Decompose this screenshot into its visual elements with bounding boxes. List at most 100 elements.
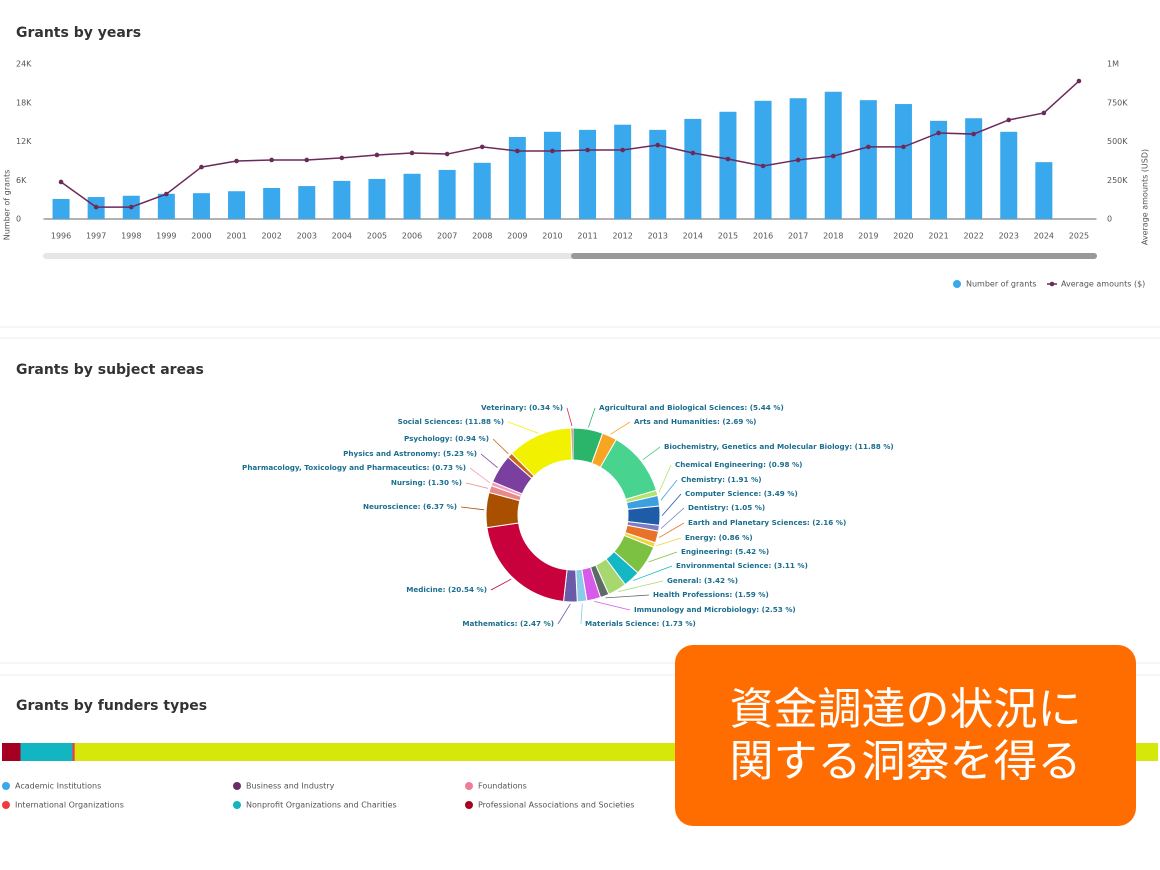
y-tick-label: 6K bbox=[16, 176, 27, 185]
leader-line bbox=[580, 603, 583, 625]
point bbox=[655, 142, 661, 148]
y-tick-label: 18K bbox=[16, 98, 32, 107]
x-tick-label: 2015 bbox=[718, 232, 738, 241]
leader-line bbox=[605, 594, 650, 599]
bar bbox=[438, 169, 456, 219]
y2-tick-label: 750K bbox=[1107, 98, 1128, 107]
legend-swatch bbox=[2, 782, 10, 790]
bar bbox=[684, 118, 702, 219]
scrollbar-thumb[interactable] bbox=[571, 253, 1097, 259]
x-tick-label: 2017 bbox=[788, 232, 808, 241]
point bbox=[1076, 78, 1082, 84]
section-title: Grants by funders types bbox=[16, 698, 207, 714]
bar-segment bbox=[72, 743, 75, 761]
point bbox=[901, 144, 906, 150]
legend-label: Business and Industry bbox=[246, 782, 335, 791]
slice-label: Biochemistry, Genetics and Molecular Bio… bbox=[664, 442, 894, 451]
point bbox=[1006, 117, 1012, 123]
legend-swatch bbox=[1049, 281, 1055, 287]
y2-axis-title: Average amounts (USD) bbox=[1141, 149, 1150, 245]
y-axis-title: Number of grants bbox=[3, 170, 12, 241]
bar bbox=[859, 100, 877, 219]
point bbox=[374, 152, 380, 158]
point bbox=[58, 179, 64, 185]
slice-label: General: (3.42 %) bbox=[667, 576, 738, 585]
leader-line bbox=[480, 453, 498, 469]
y2-tick-label: 1M bbox=[1107, 60, 1119, 69]
point bbox=[93, 204, 99, 210]
leader-line bbox=[557, 603, 571, 625]
leader-line bbox=[660, 479, 678, 501]
leader-line bbox=[507, 421, 539, 434]
legend-swatch bbox=[233, 801, 241, 809]
bar bbox=[228, 191, 246, 219]
x-tick-label: 2003 bbox=[297, 232, 317, 241]
y2-tick-label: 250K bbox=[1107, 176, 1128, 185]
leader-line bbox=[610, 421, 631, 435]
leader-line bbox=[656, 537, 682, 547]
x-tick-label: 2002 bbox=[261, 232, 281, 241]
slice-label: Energy: (0.86 %) bbox=[685, 533, 753, 542]
bar-segment bbox=[2, 743, 21, 761]
y-tick-label: 24K bbox=[16, 60, 32, 69]
bar bbox=[192, 193, 210, 219]
x-tick-label: 2021 bbox=[928, 232, 948, 241]
x-tick-label: 1999 bbox=[156, 232, 176, 241]
bar bbox=[473, 162, 491, 219]
slice-label: Social Sciences: (11.88 %) bbox=[398, 417, 504, 426]
bar bbox=[263, 188, 281, 219]
y2-tick-label: 0 bbox=[1107, 215, 1112, 224]
y-tick-label: 0 bbox=[16, 215, 21, 224]
slice-label: Agricultural and Biological Sciences: (5… bbox=[599, 403, 784, 412]
bar bbox=[543, 131, 561, 219]
point bbox=[795, 157, 801, 163]
point bbox=[234, 158, 239, 164]
point bbox=[760, 163, 766, 169]
x-tick-label: 2019 bbox=[858, 232, 878, 241]
section-title: Grants by subject areas bbox=[16, 362, 204, 378]
slice-label: Physics and Astronomy: (5.23 %) bbox=[343, 449, 477, 458]
point bbox=[585, 147, 590, 153]
leader-line bbox=[648, 551, 678, 563]
x-tick-label: 2008 bbox=[472, 232, 492, 241]
point bbox=[866, 144, 871, 150]
x-tick-label: 2018 bbox=[823, 232, 843, 241]
slice-label: Veterinary: (0.34 %) bbox=[481, 403, 563, 412]
leader-line bbox=[492, 438, 509, 455]
point bbox=[620, 147, 625, 153]
x-tick-label: 2004 bbox=[332, 232, 352, 241]
bar bbox=[333, 180, 351, 219]
y-tick-label: 12K bbox=[16, 137, 32, 146]
point bbox=[409, 150, 415, 156]
bar bbox=[1000, 131, 1018, 219]
legend-label: Academic Institutions bbox=[15, 782, 101, 791]
bar bbox=[52, 198, 70, 219]
slice-label: Computer Science: (3.49 %) bbox=[685, 489, 798, 498]
x-tick-label: 2024 bbox=[1034, 232, 1054, 241]
point bbox=[830, 153, 836, 159]
leader-line bbox=[490, 578, 512, 591]
x-tick-label: 1997 bbox=[86, 232, 106, 241]
x-tick-label: 2014 bbox=[683, 232, 703, 241]
callout: 資金調達の状況に 関する洞察を得る bbox=[675, 645, 1136, 826]
bar-segment bbox=[20, 743, 73, 761]
x-tick-label: 2025 bbox=[1069, 232, 1089, 241]
bar bbox=[368, 178, 386, 219]
y2-tick-label: 500K bbox=[1107, 137, 1128, 146]
leader-line bbox=[633, 565, 673, 581]
x-tick-label: 2009 bbox=[507, 232, 527, 241]
point bbox=[725, 156, 731, 162]
slice-label: Engineering: (5.42 %) bbox=[681, 547, 769, 556]
x-tick-label: 2013 bbox=[648, 232, 668, 241]
callout-line: 資金調達の状況に bbox=[729, 683, 1082, 735]
point bbox=[550, 148, 555, 154]
leader-line bbox=[661, 493, 682, 517]
x-tick-label: 2001 bbox=[226, 232, 246, 241]
x-tick-label: 2020 bbox=[893, 232, 913, 241]
x-tick-label: 1998 bbox=[121, 232, 141, 241]
bar bbox=[930, 120, 948, 219]
point bbox=[690, 150, 696, 156]
x-tick-label: 2010 bbox=[542, 232, 562, 241]
slice-label: Chemistry: (1.91 %) bbox=[681, 475, 762, 484]
